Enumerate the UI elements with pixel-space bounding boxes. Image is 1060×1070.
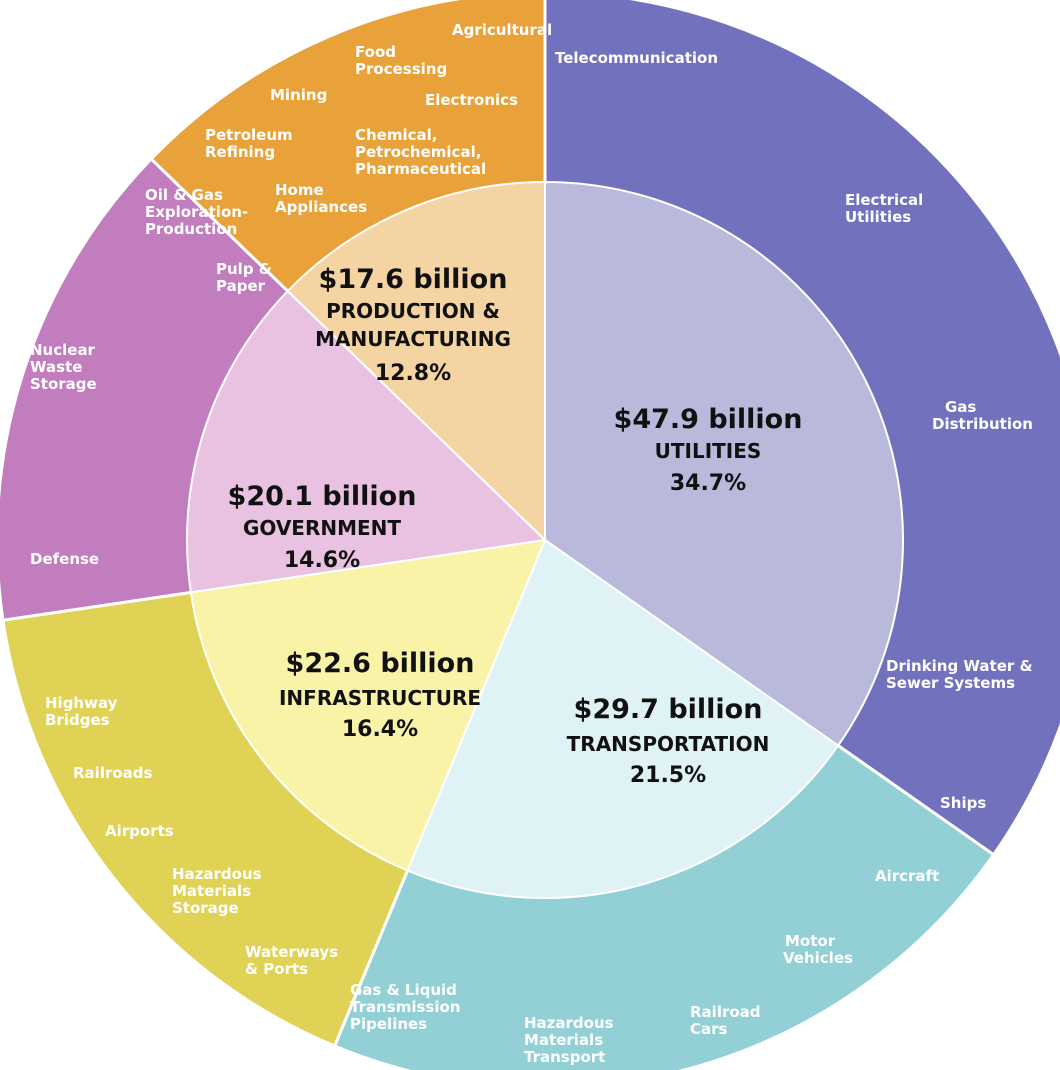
inner-slice-production-and-manufacturing [286,180,546,543]
inner-slice-government [186,289,548,594]
outer-label-oil-and-gas-exploration-production: Oil & Gas Exploration-Production [145,186,248,238]
inner-slice-infrastructure [189,538,547,872]
outer-label-agricultural: Agricultural [452,21,552,39]
percent-label: 12.8% [375,361,451,386]
sector-name-label: PRODUCTION & [326,299,500,323]
inner-slice-utilities [544,180,905,747]
outer-label-gas-and-liquid-transmission-pipelines: Gas & Liquid Transmission Pipelines [350,981,460,1033]
outer-labels: Telecommunication Electrical Utilities Gas D… [30,21,1033,1066]
outer-label-food-processing: Food Processing [355,43,447,78]
percent-label: 16.4% [342,717,418,742]
outer-label-hazardous-materials-storage: Hazardous Materials Storage [172,865,262,917]
outer-label-chemical-petrochemical-pharmaceutical: Chemical, Petrochemical, Pharmaceutical [355,126,486,178]
outer-label-ships: Ships [940,794,986,812]
outer-label-motor-vehicles: Motor Vehicles [783,932,853,967]
outer-label-nuclear-waste-storage: Nuclear Waste Storage [30,341,97,393]
inner-label-utilities: $47.9 billion UTILITIES 34.7% [614,404,803,496]
percent-label: 14.6% [284,548,360,573]
amount-label: $17.6 billion [319,264,508,295]
inner-slice-transportation [406,538,840,899]
outer-label-waterways-and-ports: Waterways & Ports [245,943,338,978]
percent-label: 21.5% [630,763,706,788]
outer-label-defense: Defense [30,550,99,568]
outer-label-pulp-and-paper: Pulp & Paper [216,260,272,295]
sector-name-label: INFRASTRUCTURE [279,686,481,710]
outer-label-drinking-water-and-sewer-systems: Drinking Water & Sewer Systems [886,657,1033,692]
amount-label: $22.6 billion [286,648,475,679]
sector-name-label: UTILITIES [655,439,762,463]
inner-label-transportation: $29.7 billion TRANSPORTATION 21.5% [567,694,770,788]
inner-labels: $47.9 billion UTILITIES 34.7% $29.7 billion… [228,264,803,788]
outer-label-electronics: Electronics [425,91,518,109]
outer-label-home-appliances: Home Appliances [275,181,367,216]
outer-label-airports: Airports [105,822,174,840]
amount-label: $47.9 billion [614,404,803,435]
sector-name-label: TRANSPORTATION [567,732,770,756]
outer-label-petroleum-refining: Petroleum Refining [205,126,293,161]
inner-label-production-and-manufacturing: $17.6 billion PRODUCTION & MANUFACTURING 12… [315,264,511,386]
outer-label-highway-bridges: Highway Bridges [45,694,118,729]
inner-label-government: $20.1 billion GOVERNMENT 14.6% [228,481,417,573]
outer-label-aircraft: Aircraft [875,867,939,885]
amount-label: $20.1 billion [228,481,417,512]
outer-label-railroads: Railroads [73,764,153,782]
outer-label-telecommunication: Telecommunication [555,49,718,67]
outer-label-railroad-cars: Railroad Cars [690,1003,761,1038]
sector-name-label: GOVERNMENT [243,516,401,540]
outer-label-hazardous-materials-transport: Hazardous Materials Transport [524,1014,614,1066]
amount-label: $29.7 billion [574,694,763,725]
outer-label-gas-distribution: Gas Distribution [932,398,1033,433]
outer-label-mining: Mining [270,86,327,104]
sector-name-label: MANUFACTURING [315,327,511,351]
percent-label: 34.7% [670,471,746,496]
inner-ring [186,180,905,899]
inner-label-infrastructure: $22.6 billion INFRASTRUCTURE 16.4% [279,648,481,742]
outer-label-electrical-utilities: Electrical Utilities [845,191,923,226]
